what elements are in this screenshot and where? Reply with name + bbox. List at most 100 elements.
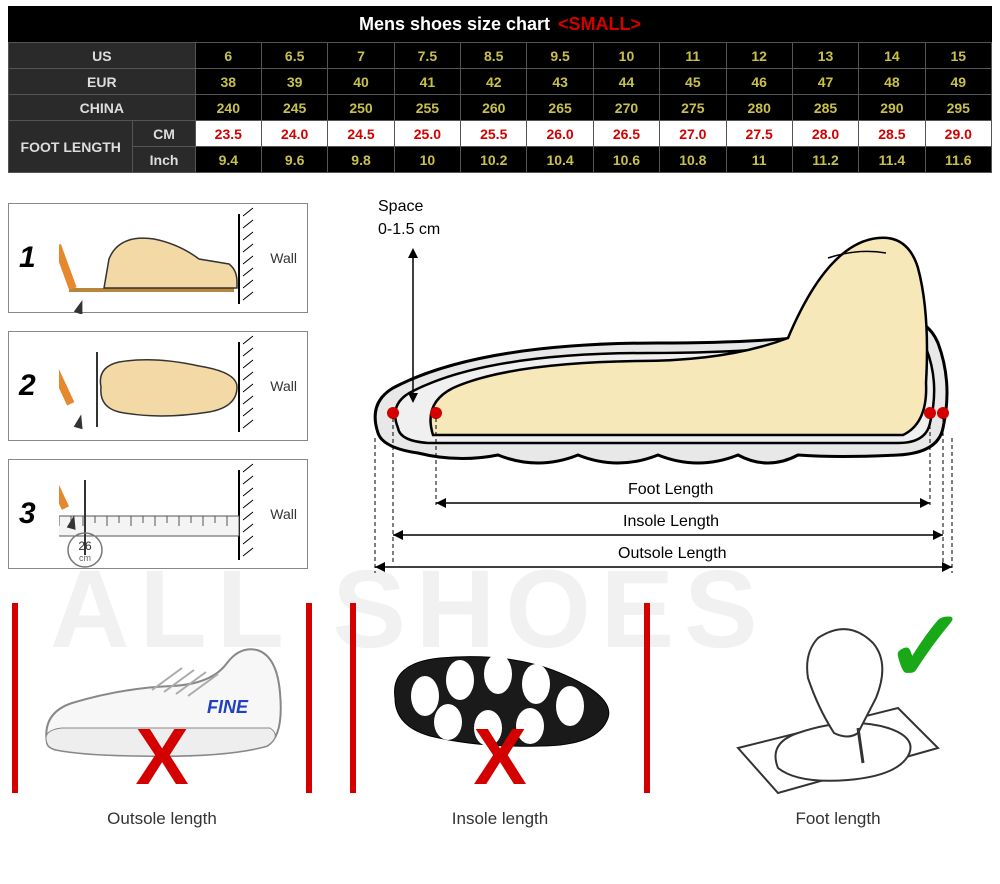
size-cell: 260 [461,95,527,121]
size-cell: 270 [593,95,659,121]
size-cell: 9.4 [195,147,261,173]
size-cell: 27.0 [660,121,726,147]
wrong-mark-icon: X [473,711,526,803]
card-insole: X Insole length [350,593,650,829]
size-cell: 48 [859,69,925,95]
size-cell: 40 [328,69,394,95]
step-number: 3 [19,497,36,531]
size-cell: 10 [593,43,659,69]
size-cell: 47 [792,69,858,95]
check-mark-icon: ✓ [884,588,968,803]
size-cell: 25.0 [394,121,460,147]
size-chart-table: US66.577.58.59.5101112131415EUR383940414… [8,42,992,173]
size-cell: 25.5 [461,121,527,147]
size-cell: 11 [660,43,726,69]
step-2: 2 Wall [8,331,308,441]
size-cell: 9.8 [328,147,394,173]
size-cell: 11 [726,147,792,173]
row-sublabel: Inch [133,147,195,173]
red-bar-right [644,603,650,793]
wrong-mark-icon: X [135,711,188,803]
row-label: CHINA [9,95,196,121]
size-cell: 250 [328,95,394,121]
size-cell: 24.0 [261,121,327,147]
size-cell: 290 [859,95,925,121]
size-cell: 28.0 [792,121,858,147]
size-cell: 285 [792,95,858,121]
wall-label: Wall [270,250,297,266]
row-label: FOOT LENGTH [9,121,133,173]
title-bar: Mens shoes size chart <SMALL> [8,6,992,42]
shoe-diagram: Space 0-1.5 cm [338,203,992,573]
size-cell: 9.6 [261,147,327,173]
chart-title: Mens shoes size chart [359,14,550,35]
size-cell: 9.5 [527,43,593,69]
size-cell: 26.0 [527,121,593,147]
size-cell: 265 [527,95,593,121]
size-cell: 46 [726,69,792,95]
size-cell: 24.5 [328,121,394,147]
size-cell: 11.2 [792,147,858,173]
size-cell: 295 [925,95,991,121]
card-foot: ✓ Foot length [688,593,988,829]
size-cell: 29.0 [925,121,991,147]
size-cell: 6.5 [261,43,327,69]
chart-suffix: <SMALL> [558,14,641,35]
size-cell: 240 [195,95,261,121]
foot-length-label: Foot Length [628,481,713,499]
size-cell: 10 [394,147,460,173]
size-cell: 39 [261,69,327,95]
size-cell: 12 [726,43,792,69]
step1-illustration [59,204,259,314]
size-cell: 43 [527,69,593,95]
size-cell: 6 [195,43,261,69]
step-number: 2 [19,369,36,403]
size-cell: 26.5 [593,121,659,147]
row-label: EUR [9,69,196,95]
size-cell: 7.5 [394,43,460,69]
size-cell: 15 [925,43,991,69]
size-cell: 11.4 [859,147,925,173]
size-cell: 13 [792,43,858,69]
size-cell: 275 [660,95,726,121]
size-cell: 49 [925,69,991,95]
red-bar-left [350,603,356,793]
measurement-section: 1 Wall 2 [8,203,992,573]
size-cell: 10.8 [660,147,726,173]
size-cell: 10.6 [593,147,659,173]
wall-label: Wall [270,506,297,522]
size-cell: 10.4 [527,147,593,173]
size-cell: 23.5 [195,121,261,147]
card-caption: Outsole length [12,809,312,829]
size-cell: 45 [660,69,726,95]
step2-illustration [59,332,259,442]
size-cell: 41 [394,69,460,95]
size-cell: 245 [261,95,327,121]
step3-illustration: 26 cm [59,460,259,570]
size-cell: 42 [461,69,527,95]
svg-text:cm: cm [79,553,91,563]
size-cell: 14 [859,43,925,69]
red-bar-left [12,603,18,793]
size-cell: 255 [394,95,460,121]
wall-label: Wall [270,378,297,394]
step-number: 1 [19,241,36,275]
size-cell: 7 [328,43,394,69]
size-cell: 27.5 [726,121,792,147]
size-cell: 8.5 [461,43,527,69]
size-cell: 28.5 [859,121,925,147]
size-cell: 10.2 [461,147,527,173]
step-3: 3 26 cm [8,459,308,569]
outsole-length-label: Outsole Length [618,545,727,563]
card-caption: Insole length [350,809,650,829]
red-bar-right [306,603,312,793]
size-cell: 11.6 [925,147,991,173]
size-cell: 280 [726,95,792,121]
card-caption: Foot length [688,809,988,829]
card-outsole: FINE X Outsole length [12,593,312,829]
row-sublabel: CM [133,121,195,147]
step-1: 1 Wall [8,203,308,313]
insole-length-label: Insole Length [623,513,719,531]
size-cell: 38 [195,69,261,95]
shoe-brand: FINE [207,697,249,717]
